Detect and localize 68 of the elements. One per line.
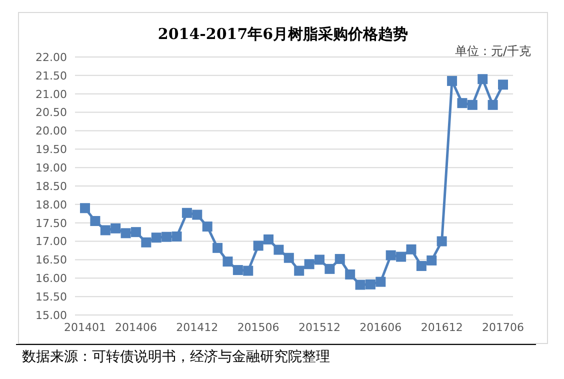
point <box>304 259 314 270</box>
point <box>141 237 152 248</box>
point <box>406 244 416 254</box>
point <box>376 276 386 287</box>
point <box>202 222 212 232</box>
y-tick-label: 16.50 <box>36 254 67 267</box>
point <box>457 98 468 108</box>
point <box>120 228 131 238</box>
y-tick-label: 22.00 <box>36 50 67 64</box>
point <box>355 280 366 290</box>
x-tick-label: 201406 <box>114 320 157 334</box>
y-tick-label: 19.50 <box>36 143 67 156</box>
y-tick-label: 18.50 <box>36 180 67 193</box>
point <box>498 80 508 90</box>
point <box>110 223 121 234</box>
y-tick-label: 17.00 <box>36 235 67 248</box>
point <box>151 232 162 243</box>
point <box>80 203 90 214</box>
y-tick-label: 21.50 <box>36 69 67 82</box>
point <box>253 240 264 251</box>
x-tick-label: 201412 <box>176 320 218 334</box>
point <box>162 232 172 242</box>
x-tick-label: 201606 <box>360 320 402 334</box>
point <box>232 265 243 276</box>
y-tick-label: 20.50 <box>36 106 67 120</box>
annotation: 单位：元/千克 <box>454 43 531 60</box>
point <box>182 208 192 218</box>
point <box>345 269 356 280</box>
chart-title: 2014-2017年6月树脂采购价格趋势 <box>156 25 410 44</box>
y-tick-label: 16.00 <box>36 272 67 286</box>
y-tick-label: 15.00 <box>36 308 67 322</box>
point <box>243 266 254 276</box>
point <box>314 254 324 265</box>
point <box>212 242 223 253</box>
x-tick-label: 201506 <box>237 320 280 334</box>
y-tick-label: 15.50 <box>36 290 67 304</box>
point <box>222 256 233 267</box>
point <box>426 255 437 266</box>
x-tick-label: 201512 <box>298 320 340 334</box>
point <box>467 100 478 110</box>
point <box>436 236 447 246</box>
point <box>192 210 202 220</box>
x-tick-label: 201706 <box>482 320 524 334</box>
source-note: 数据来源：可转债说明书，经济与金融研究院整理 <box>22 348 330 366</box>
point <box>264 234 274 244</box>
point <box>365 279 376 290</box>
point <box>478 74 488 84</box>
point <box>172 231 182 242</box>
point <box>386 250 396 260</box>
y-tick-label: 20.00 <box>36 124 67 138</box>
x-tick-label: 201612 <box>420 320 463 334</box>
y-tick-label: 19.00 <box>36 161 67 174</box>
point <box>284 252 294 263</box>
x-tick-label: 201401 <box>64 320 106 334</box>
point <box>100 225 110 236</box>
y-tick-label: 17.50 <box>36 216 67 230</box>
point <box>90 216 100 226</box>
point <box>274 244 284 255</box>
point <box>447 76 458 86</box>
point <box>396 252 406 262</box>
point <box>334 254 345 264</box>
point <box>488 100 498 110</box>
point <box>324 264 335 274</box>
point <box>294 266 304 276</box>
point <box>130 227 141 238</box>
point <box>416 260 426 271</box>
y-tick-label: 21.00 <box>36 88 67 101</box>
y-tick-label: 18.00 <box>36 198 67 212</box>
